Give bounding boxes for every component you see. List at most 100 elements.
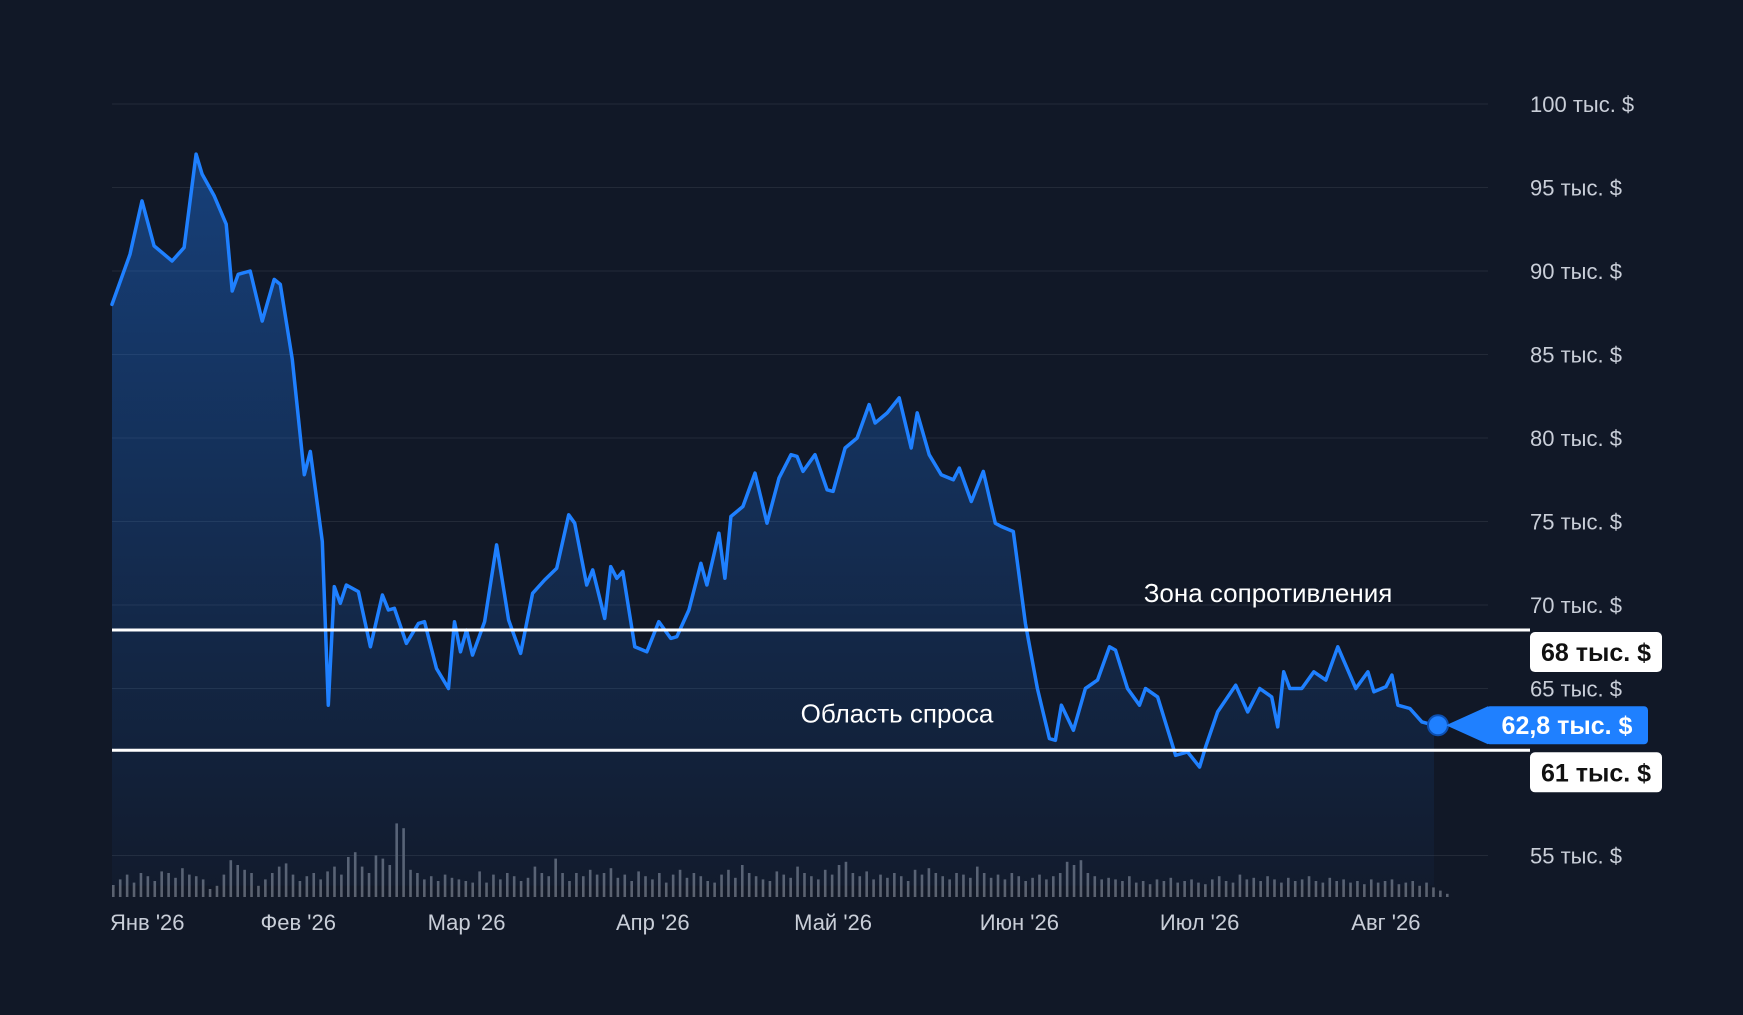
volume-bar	[858, 876, 862, 897]
x-tick-label: Апр '26	[616, 910, 690, 935]
y-axis-labels: 100 тыс. $ 95 тыс. $ 90 тыс. $ 85 тыс. $ 80 …	[1530, 92, 1634, 869]
y-tick-label: 80 тыс. $	[1530, 426, 1622, 451]
volume-bar	[1217, 876, 1221, 897]
volume-bar	[886, 877, 889, 897]
volume-bar	[706, 881, 710, 897]
volume-bar	[215, 885, 219, 897]
x-tick-label: Июн '26	[980, 910, 1059, 935]
volume-bar	[664, 882, 668, 897]
volume-bar	[1404, 882, 1408, 897]
volume-bar	[1369, 879, 1373, 897]
volume-bar	[920, 874, 924, 897]
volume-bar	[1307, 876, 1311, 897]
x-axis-labels: Янв '26 Фев '26 Мар '26 Апр '26 Май '26 Июн '…	[110, 910, 1420, 935]
volume-bar	[1190, 879, 1193, 897]
volume-bar	[436, 881, 440, 897]
volume-bar	[899, 876, 903, 897]
volume-bar	[1155, 879, 1159, 897]
volume-bar	[125, 874, 129, 897]
volume-bar	[713, 882, 716, 897]
volume-bar	[1321, 882, 1325, 897]
x-tick-label: Авг '26	[1351, 910, 1420, 935]
volume-bar	[996, 874, 1000, 897]
volume-bar	[194, 876, 198, 897]
y-tick-label: 95 тыс. $	[1530, 176, 1622, 201]
price-area	[112, 154, 1434, 886]
volume-bar	[298, 881, 302, 897]
volume-bar	[499, 879, 502, 897]
volume-bar	[671, 874, 675, 897]
volume-bar	[1259, 881, 1262, 897]
volume-bar	[810, 876, 813, 897]
reference-lines: Зона сопротивления 68 тыс. $ Область спрос…	[112, 578, 1662, 793]
volume-bar	[305, 876, 309, 897]
current-price-label: 62,8 тыс. $	[1502, 712, 1633, 740]
volume-bar	[1245, 879, 1249, 897]
volume-bar	[768, 881, 772, 897]
volume-bar	[1432, 887, 1435, 897]
volume-bar	[1349, 882, 1352, 897]
volume-bar	[1231, 882, 1235, 897]
volume-bar	[429, 876, 433, 897]
volume-bar	[1183, 881, 1186, 897]
volume-bar	[872, 879, 875, 897]
volume-bar	[948, 879, 951, 897]
volume-bar	[450, 877, 454, 897]
volume-bar	[485, 882, 488, 897]
volume-bar	[1017, 876, 1021, 897]
volume-bar	[1052, 876, 1055, 897]
volume-bar	[222, 874, 226, 897]
volume-bar	[118, 879, 122, 897]
volume-bar	[1024, 881, 1027, 897]
volume-bar	[1224, 881, 1228, 897]
zone-label: Область спроса	[801, 698, 994, 728]
volume-bar	[1425, 882, 1428, 897]
volume-bar	[789, 877, 792, 897]
volume-bar	[1176, 882, 1180, 897]
x-tick-label: Фев '26	[261, 910, 336, 935]
volume-bar	[962, 874, 965, 897]
volume-bar	[1134, 882, 1138, 897]
volume-bar	[1204, 884, 1207, 897]
volume-bar	[1238, 874, 1242, 897]
volume-bar	[423, 879, 426, 897]
volume-bar	[1093, 876, 1097, 897]
volume-bar	[754, 876, 758, 897]
x-tick-label: Июл '26	[1160, 910, 1239, 935]
volume-bar	[1335, 881, 1338, 897]
volume-bar	[257, 885, 260, 897]
volume-bar	[153, 881, 157, 897]
volume-bar	[1287, 877, 1290, 897]
x-tick-label: Май '26	[794, 910, 872, 935]
volume-bar	[1162, 881, 1166, 897]
volume-bar	[1045, 879, 1048, 897]
x-tick-label: Мар '26	[428, 910, 506, 935]
level-badge	[1530, 632, 1662, 673]
volume-bar	[443, 874, 447, 897]
volume-bar	[547, 876, 551, 897]
volume-bar	[1356, 881, 1359, 897]
volume-bar	[595, 874, 599, 897]
volume-bar	[734, 877, 737, 897]
level-badge	[1530, 752, 1662, 793]
volume-bar	[1293, 881, 1297, 897]
volume-bar	[471, 882, 475, 897]
volume-bar	[1342, 879, 1345, 897]
volume-bar	[1121, 881, 1124, 897]
volume-bar	[1100, 879, 1103, 897]
volume-bar	[906, 881, 910, 897]
volume-bar	[1397, 884, 1401, 897]
volume-bar	[644, 876, 647, 897]
volume-bar	[340, 874, 343, 897]
volume-bar	[582, 876, 585, 897]
volume-bar	[1314, 881, 1318, 897]
volume-bar	[1148, 884, 1152, 897]
volume-bar	[1445, 893, 1449, 897]
volume-bar	[1390, 879, 1394, 897]
price-line	[110, 152, 1436, 769]
volume-bar	[132, 882, 136, 897]
current-price-pointer	[1445, 706, 1488, 745]
y-tick-label: 75 тыс. $	[1530, 510, 1622, 535]
volume-bar	[1439, 890, 1442, 897]
volume-bar	[1266, 876, 1269, 897]
